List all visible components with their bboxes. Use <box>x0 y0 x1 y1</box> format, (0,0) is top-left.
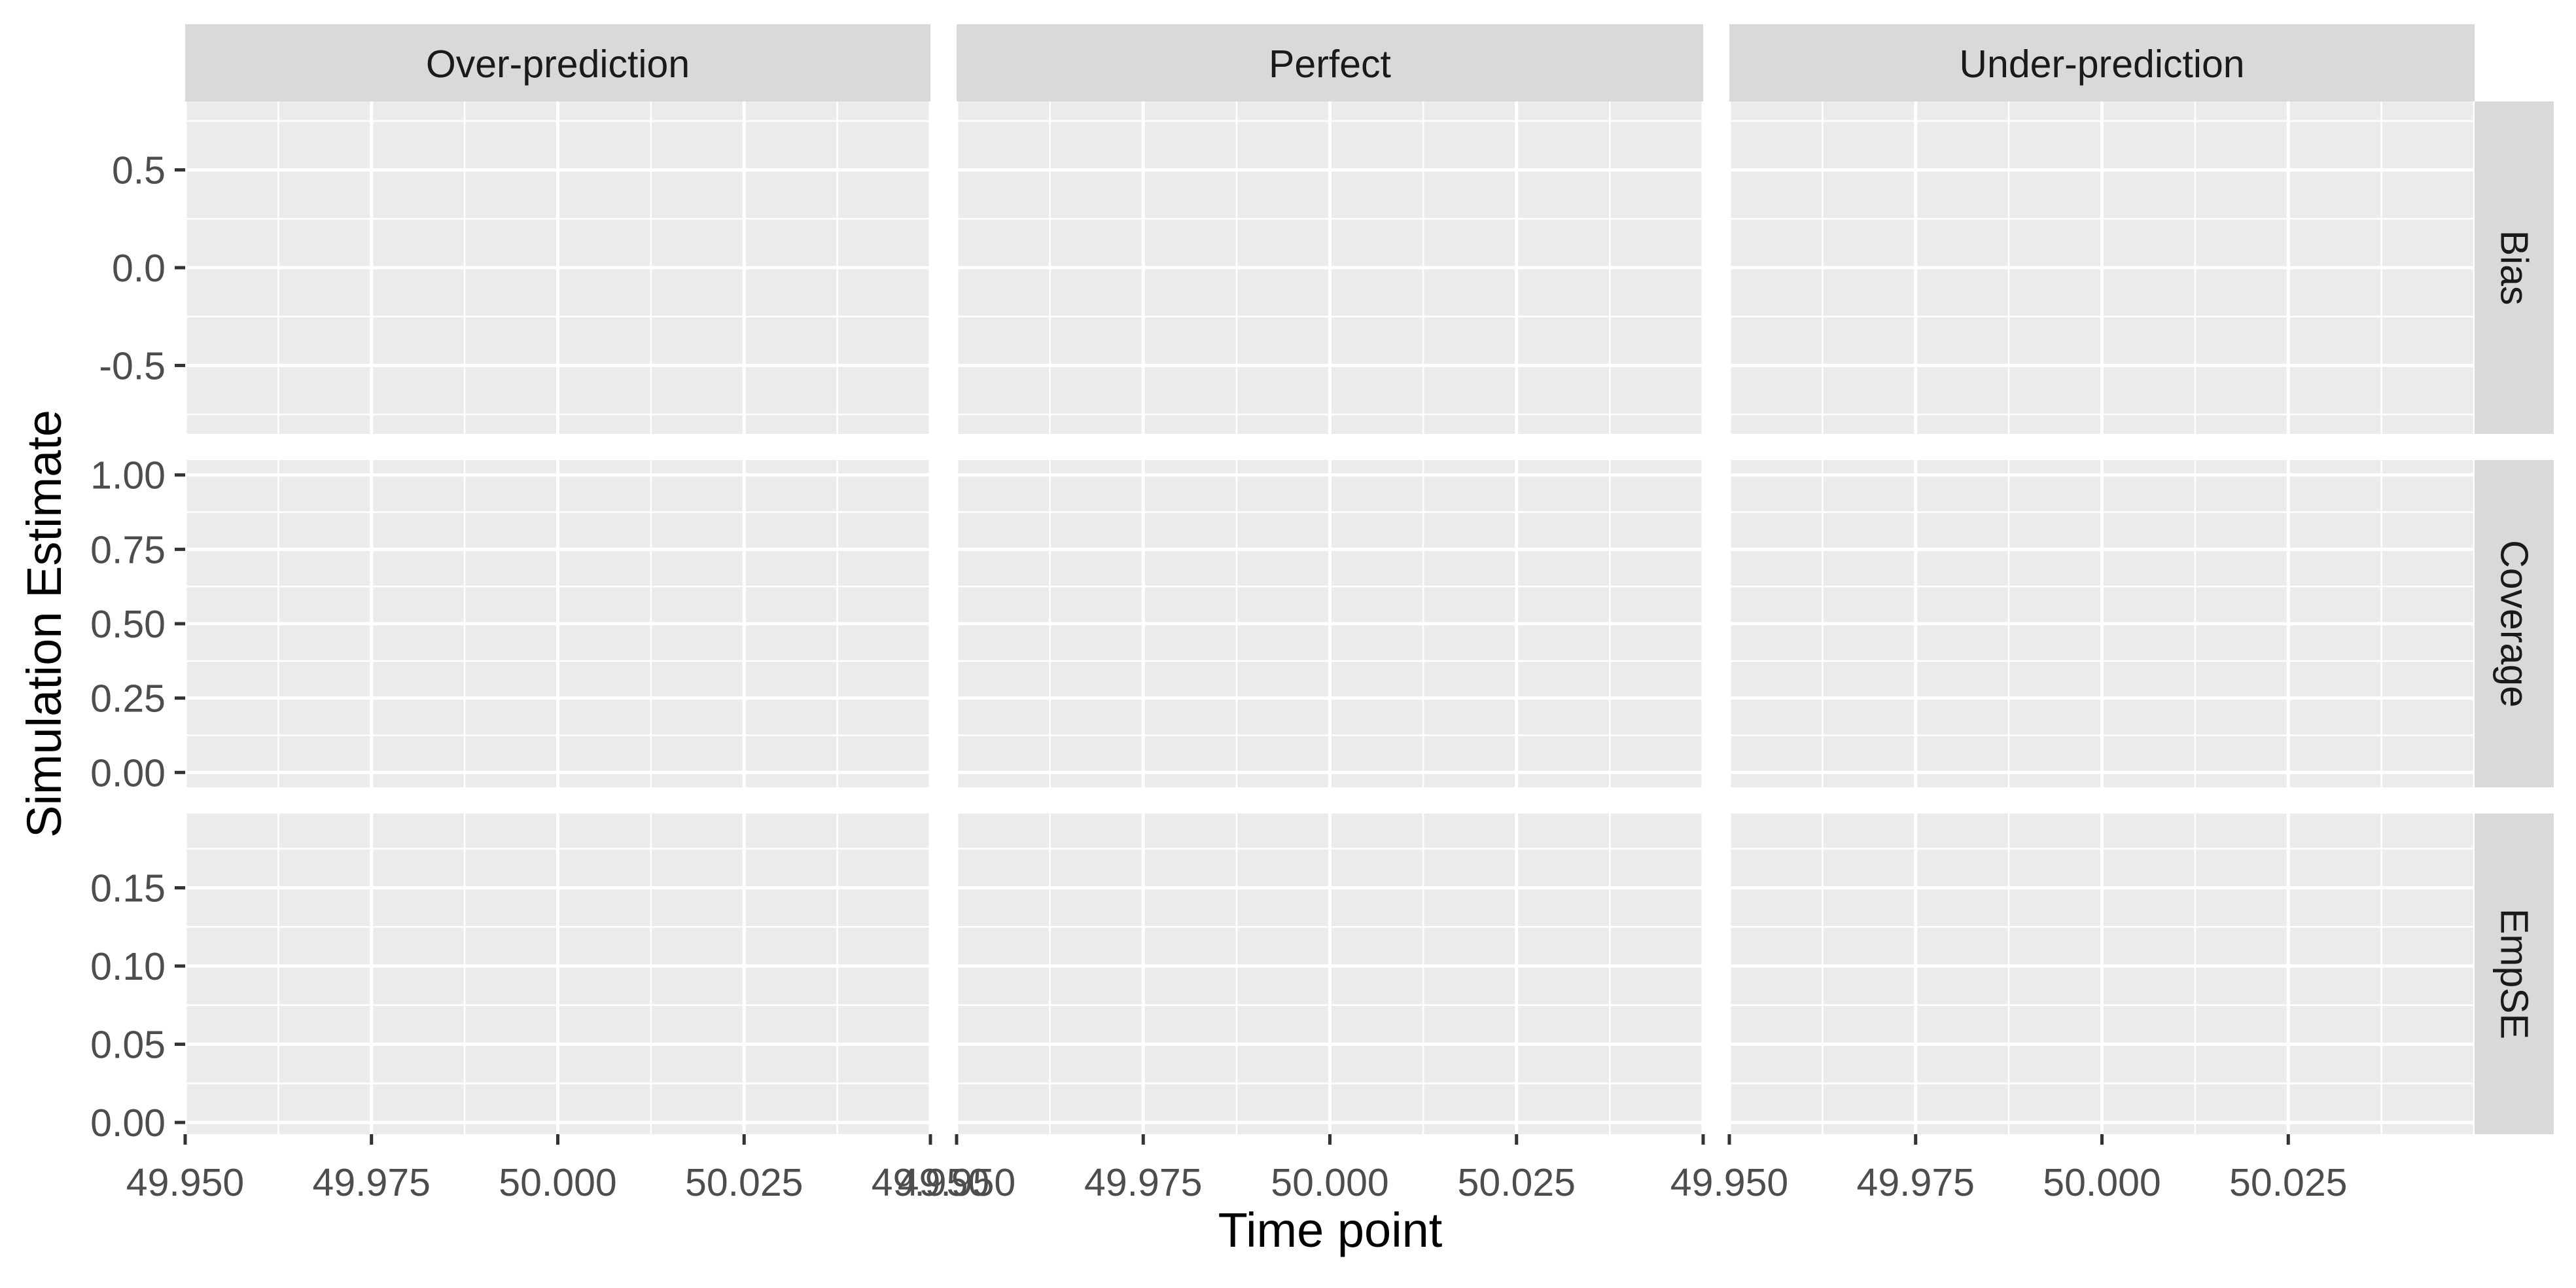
y-tick-label: 0.0 <box>112 247 166 290</box>
facet-panel <box>955 101 1705 434</box>
facet-panel <box>955 460 1705 787</box>
facet-column-label: Over-prediction <box>426 43 690 86</box>
y-tick-label: 0.5 <box>112 149 166 192</box>
y-tick-label: 0.50 <box>90 603 166 646</box>
x-tick-label: 49.950 <box>1670 1161 1788 1204</box>
facet-panel <box>955 814 1705 1134</box>
strip-background <box>2475 101 2554 434</box>
facet-strip-row: Coverage <box>2475 460 2554 787</box>
x-tick-label: 50.025 <box>1458 1161 1576 1204</box>
strip-background <box>2475 460 2554 787</box>
x-tick-label: 49.975 <box>1084 1161 1202 1204</box>
x-tick-label: 49.975 <box>313 1161 431 1204</box>
facet-column-label: Perfect <box>1269 43 1391 86</box>
facet-strip-row: Bias <box>2475 101 2554 434</box>
x-tick-label: 50.000 <box>499 1161 616 1204</box>
y-tick-label: -0.5 <box>99 344 166 387</box>
facet-panel <box>1727 814 2477 1134</box>
strip-background <box>957 24 1703 101</box>
facet-row-label: Bias <box>2493 230 2536 306</box>
axes-layer: 0.5 0.0 -0.5 1.00 0.75 0.50 0.25 0.00 0.15 0.10 0.… <box>90 149 2347 1204</box>
y-tick-label: 0.10 <box>90 945 166 988</box>
x-tick-label: 49.950 <box>872 1161 989 1204</box>
facet-panel <box>183 460 932 787</box>
y-tick-label: 1.00 <box>90 454 166 497</box>
facet-strip-column: Over-prediction <box>185 24 930 101</box>
y-tick-label: 0.25 <box>90 677 166 721</box>
y-tick-label: 0.00 <box>90 751 166 795</box>
x-tick-label: 49.950 <box>898 1161 1015 1204</box>
strips-layer: Bias Coverage EmpSE Over-prediction Perfect U… <box>185 24 2554 1134</box>
facet-strip-column: Perfect <box>957 24 1703 101</box>
strip-background <box>185 24 930 101</box>
facet-row-label: EmpSE <box>2493 908 2536 1039</box>
x-tick-label: 49.975 <box>1857 1161 1975 1204</box>
y-axis-title: Simulation Estimate <box>17 410 71 838</box>
x-axis-title: Time point <box>1218 1203 1443 1257</box>
x-tick-label: 49.950 <box>126 1161 244 1204</box>
panels-layer <box>183 101 2477 1134</box>
facet-panel <box>1727 460 2477 787</box>
facet-panel <box>183 101 932 434</box>
x-tick-label: 50.000 <box>1271 1161 1388 1204</box>
x-tick-label: 50.000 <box>2043 1161 2161 1204</box>
x-tick-label: 50.025 <box>685 1161 803 1204</box>
y-tick-label: 0.05 <box>90 1024 166 1067</box>
facet-panel <box>1727 101 2477 434</box>
x-tick-label: 50.025 <box>2229 1161 2347 1204</box>
facet-strip-column: Under-prediction <box>1729 24 2475 101</box>
facet-panel <box>183 814 932 1134</box>
facet-strip-row: EmpSE <box>2475 814 2554 1134</box>
facet-row-label: Coverage <box>2493 540 2536 707</box>
y-tick-label: 0.75 <box>90 528 166 571</box>
strip-background <box>2475 814 2554 1134</box>
y-tick-label: 0.00 <box>90 1101 166 1145</box>
strip-background <box>1729 24 2475 101</box>
y-tick-label: 0.15 <box>90 867 166 910</box>
facet-column-label: Under-prediction <box>1959 43 2244 86</box>
